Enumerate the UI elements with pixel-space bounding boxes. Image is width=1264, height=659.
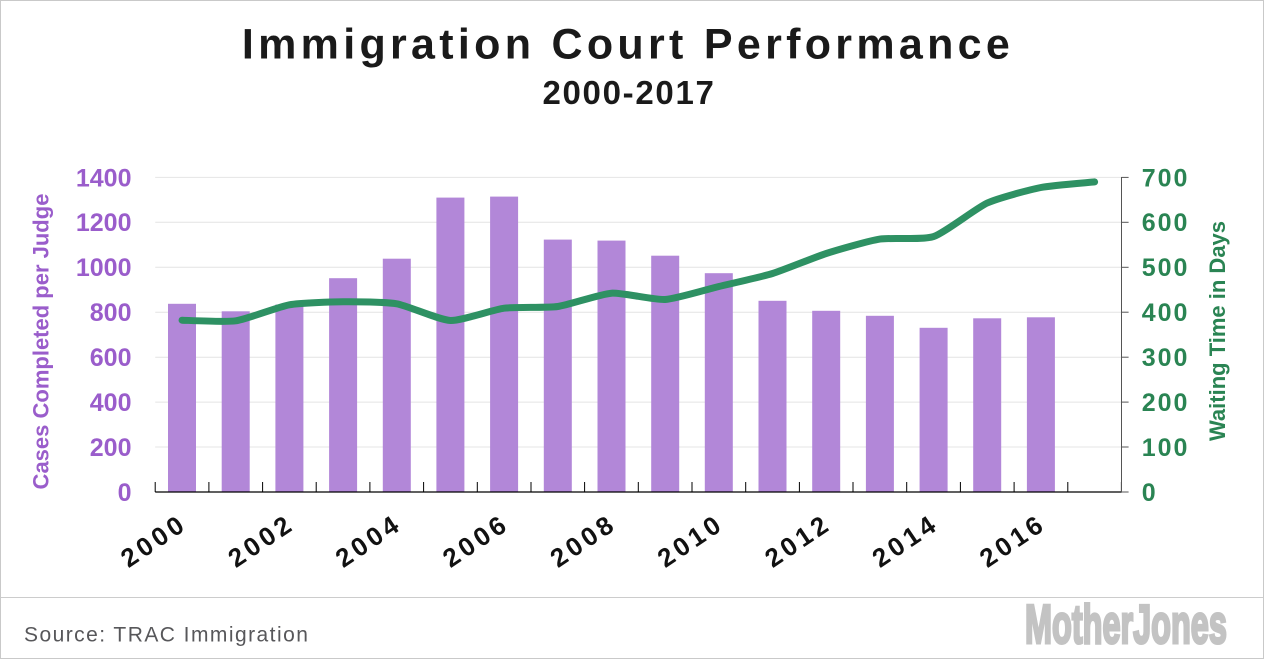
- svg-text:200: 200: [90, 434, 132, 462]
- svg-text:2010: 2010: [652, 508, 729, 574]
- svg-text:2000-2017: 2000-2017: [542, 74, 715, 111]
- svg-text:600: 600: [90, 344, 132, 372]
- svg-text:1200: 1200: [76, 209, 132, 237]
- svg-text:0: 0: [1142, 479, 1158, 507]
- svg-text:MotherJones: MotherJones: [1025, 593, 1227, 655]
- svg-text:2012: 2012: [759, 508, 836, 574]
- svg-text:2008: 2008: [545, 508, 622, 574]
- svg-text:800: 800: [90, 299, 132, 327]
- svg-text:1000: 1000: [76, 254, 132, 282]
- svg-text:Immigration Court Performance: Immigration Court Performance: [242, 21, 1014, 69]
- svg-text:400: 400: [90, 389, 132, 417]
- svg-text:2002: 2002: [222, 508, 299, 574]
- svg-text:300: 300: [1142, 344, 1190, 372]
- svg-text:Cases Completed per Judge: Cases Completed per Judge: [28, 194, 53, 490]
- svg-text:Waiting Time in Days: Waiting Time in Days: [1205, 221, 1230, 441]
- svg-text:2004: 2004: [330, 508, 407, 574]
- svg-text:2014: 2014: [867, 508, 944, 574]
- svg-text:700: 700: [1142, 164, 1190, 192]
- svg-text:2000: 2000: [115, 508, 192, 574]
- svg-text:2006: 2006: [437, 508, 514, 574]
- svg-text:200: 200: [1142, 389, 1190, 417]
- svg-text:100: 100: [1142, 434, 1190, 462]
- svg-text:Source: TRAC Immigration: Source: TRAC Immigration: [24, 624, 309, 647]
- svg-text:600: 600: [1142, 209, 1190, 237]
- svg-text:500: 500: [1142, 254, 1190, 282]
- svg-text:400: 400: [1142, 299, 1190, 327]
- svg-text:1400: 1400: [76, 164, 132, 192]
- svg-text:0: 0: [118, 479, 132, 507]
- svg-text:2016: 2016: [974, 508, 1051, 574]
